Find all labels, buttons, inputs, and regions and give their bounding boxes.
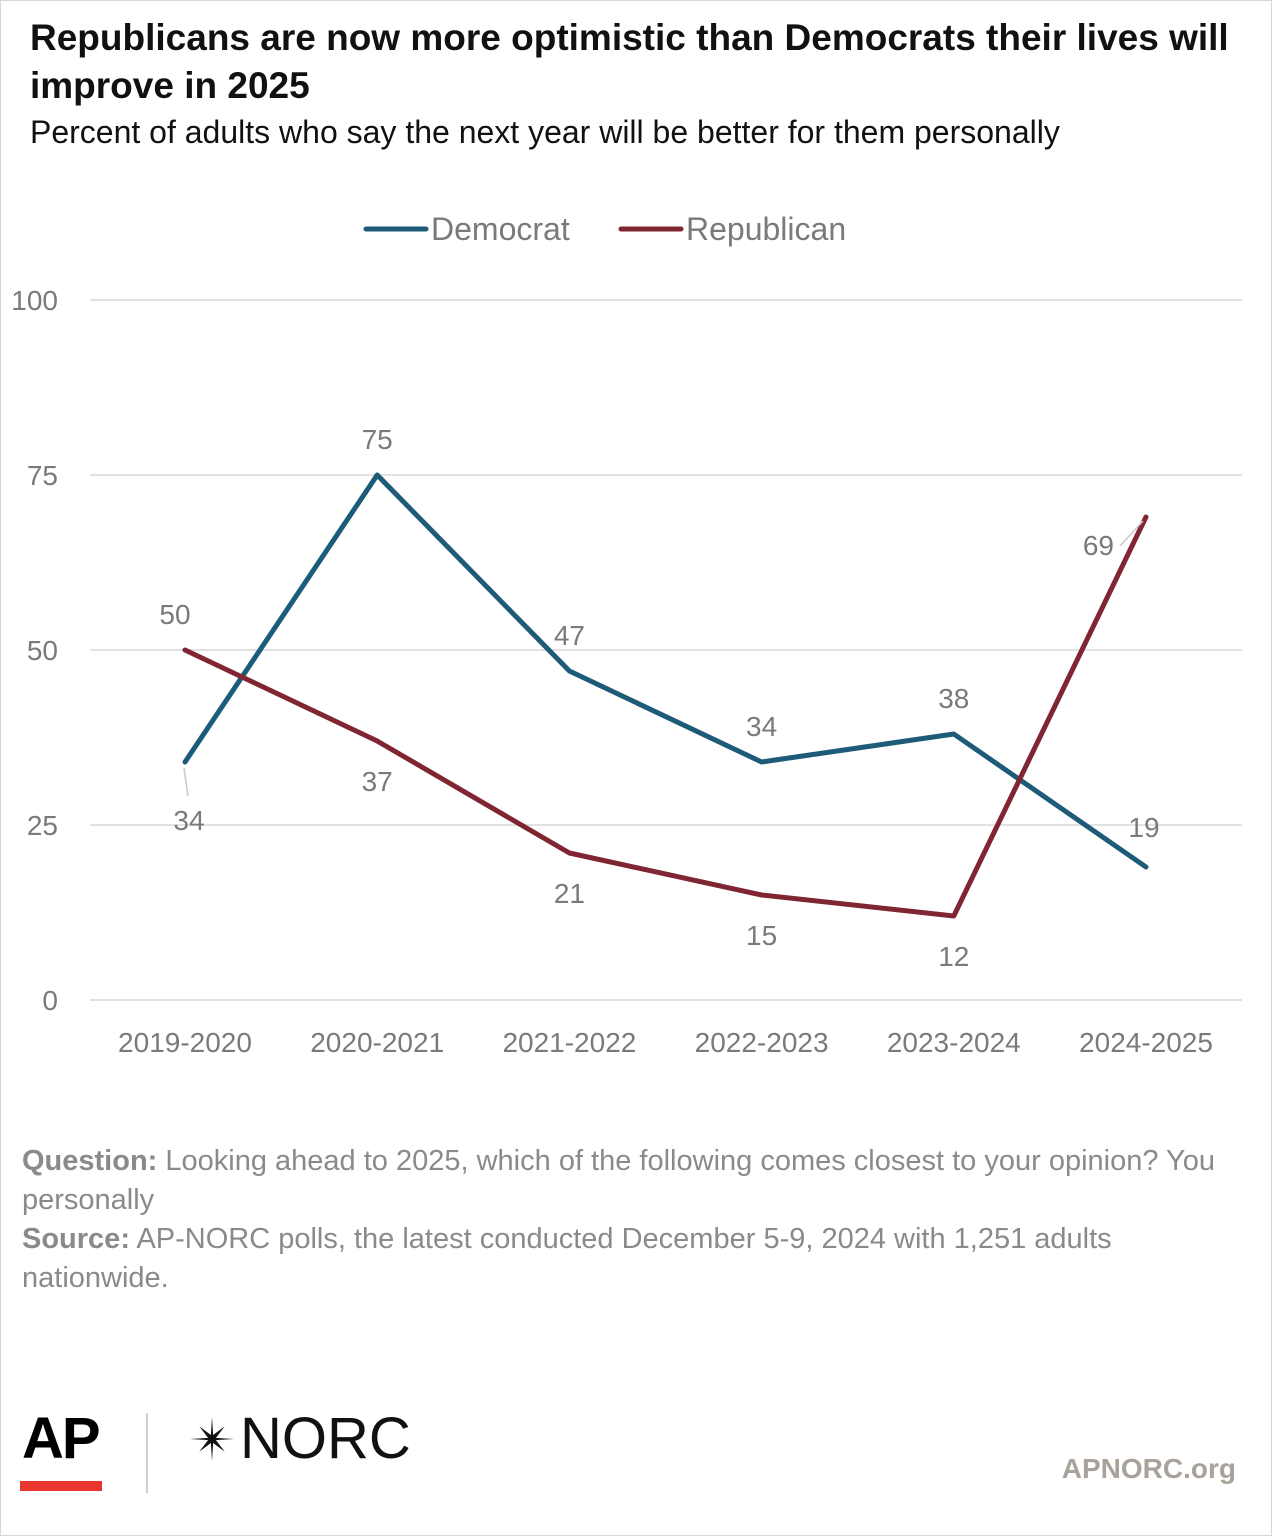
data-label: 50 [159,599,190,630]
x-tick-label: 2022-2023 [695,1027,829,1058]
source-label: Source: [22,1223,130,1255]
logo-footer: AP NORC APNORC.org [0,1395,1272,1515]
ap-logo: AP [22,1406,101,1471]
line-chart: 0 25 50 75 100 2019-2020 2020-2021 2021-2022 202… [11,211,1242,1058]
data-label-leader [183,767,189,797]
source-note: Source: AP-NORC polls, the latest conduc… [22,1220,1242,1298]
y-tick-label: 50 [27,635,58,666]
data-label-leader [1119,520,1144,547]
norc-logo: NORC [188,1407,411,1471]
question-note: Question: Looking ahead to 2025, which o… [22,1142,1242,1220]
data-label: 21 [554,878,585,909]
data-label: 15 [746,920,777,951]
site-link[interactable]: APNORC.org [1061,1453,1236,1484]
y-tick-label: 0 [42,985,58,1016]
question-text: Looking ahead to 2025, which of the foll… [22,1145,1215,1216]
data-label: 47 [554,620,585,651]
data-label: 69 [1083,530,1114,561]
data-label: 34 [746,711,777,742]
source-text: AP-NORC polls, the latest conducted Dece… [22,1223,1112,1294]
data-label: 37 [362,766,393,797]
data-label: 38 [938,683,969,714]
question-label: Question: [22,1145,158,1177]
x-tick-label: 2021-2022 [502,1027,636,1058]
data-label: 34 [173,805,204,836]
ap-logo-underline [20,1481,102,1491]
chart-title: Republicans are now more optimistic than… [30,17,1229,106]
chart-subtitle: Percent of adults who say the next year … [30,114,1060,150]
series-line [182,472,1149,870]
data-label: 12 [938,941,969,972]
x-tick-label: 2019-2020 [118,1027,252,1058]
x-tick-label: 2024-2025 [1079,1027,1213,1058]
y-tick-label: 75 [27,460,58,491]
logo-divider [146,1413,148,1493]
norc-star-icon [190,1417,234,1461]
legend-label: Democrat [431,211,570,247]
chart-notes: Question: Looking ahead to 2025, which o… [22,1142,1242,1298]
data-label: 19 [1128,812,1159,843]
y-tick-label: 100 [11,285,58,316]
x-tick-label: 2020-2021 [310,1027,444,1058]
y-tick-label: 25 [27,810,58,841]
x-tick-label: 2023-2024 [887,1027,1021,1058]
norc-wordmark: NORC [240,1406,411,1471]
legend-label: Republican [686,211,846,247]
series-line [182,514,1149,919]
data-label: 75 [362,424,393,455]
